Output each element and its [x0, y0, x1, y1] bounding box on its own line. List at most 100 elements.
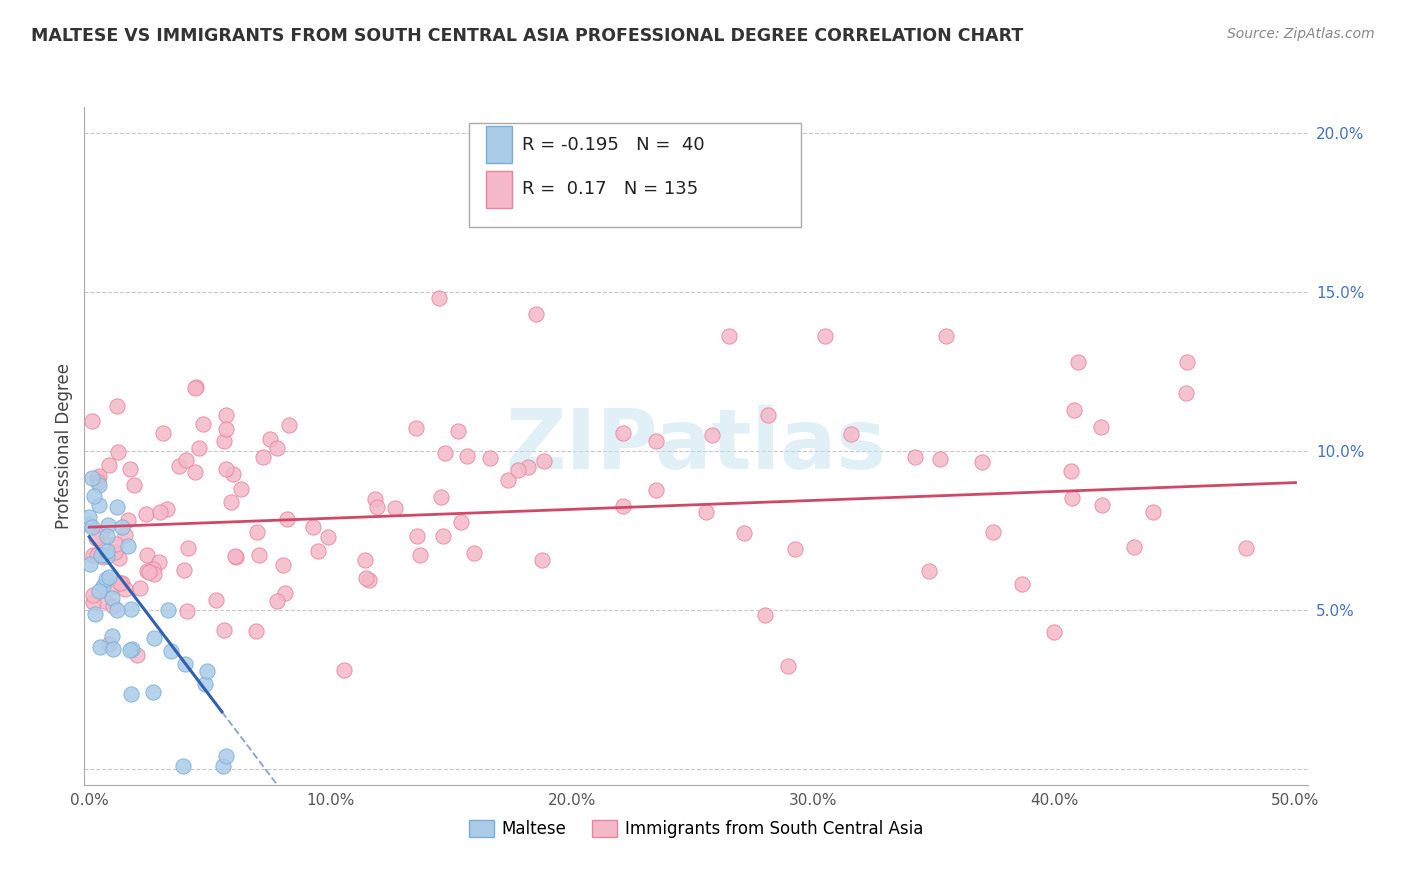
Point	[86, 548, 108, 562]
Point	[302, 520, 325, 534]
Point	[839, 426, 862, 441]
Text: MALTESE VS IMMIGRANTS FROM SOUTH CENTRAL ASIA PROFESSIONAL DEGREE CORRELATION CH: MALTESE VS IMMIGRANTS FROM SOUTH CENTRAL…	[31, 27, 1024, 45]
Point	[183, 465, 205, 479]
Point	[972, 455, 994, 469]
Point	[612, 425, 634, 440]
Point	[222, 467, 245, 482]
Point	[186, 380, 208, 394]
Point	[96, 549, 118, 564]
Point	[1090, 420, 1112, 434]
Point	[96, 543, 118, 558]
Point	[432, 529, 454, 543]
Point	[79, 509, 101, 524]
Point	[430, 491, 453, 505]
Point	[1011, 577, 1033, 591]
Point	[77, 516, 100, 531]
Point	[307, 544, 329, 558]
Point	[152, 426, 174, 441]
Point	[621, 167, 644, 181]
Point	[935, 329, 957, 343]
Point	[249, 548, 271, 562]
Point	[316, 530, 339, 544]
Text: R =  0.17   N = 135: R = 0.17 N = 135	[522, 180, 699, 198]
Point	[122, 478, 145, 492]
Point	[1091, 498, 1114, 512]
Point	[177, 541, 200, 556]
Point	[101, 628, 124, 642]
Point	[107, 500, 129, 515]
Point	[176, 603, 198, 617]
Point	[1234, 541, 1257, 556]
Point	[111, 520, 134, 534]
Point	[89, 498, 111, 512]
Point	[612, 499, 634, 513]
Point	[246, 525, 269, 540]
Point	[252, 450, 274, 465]
Text: ZIPatlas: ZIPatlas	[506, 406, 886, 486]
Point	[463, 545, 485, 559]
Point	[214, 462, 236, 476]
Point	[359, 573, 381, 587]
Point	[194, 676, 217, 690]
Point	[97, 518, 120, 533]
Point	[142, 566, 165, 581]
Point	[98, 637, 121, 651]
Point	[517, 460, 540, 475]
Point	[79, 558, 101, 572]
Point	[90, 548, 112, 562]
Point	[156, 603, 179, 617]
Point	[259, 432, 281, 446]
Y-axis label: Professional Degree: Professional Degree	[55, 363, 73, 529]
Point	[82, 548, 104, 562]
Point	[184, 381, 207, 395]
Point	[173, 563, 195, 577]
Point	[107, 551, 129, 566]
Point	[785, 542, 807, 557]
Point	[245, 624, 267, 638]
Point	[83, 607, 105, 622]
Point	[366, 500, 388, 515]
Point	[918, 564, 941, 578]
Point	[332, 663, 354, 677]
Point	[447, 425, 470, 439]
Point	[135, 549, 157, 563]
Point	[1142, 505, 1164, 519]
Point	[89, 583, 111, 598]
Point	[138, 565, 160, 579]
Point	[94, 572, 117, 586]
Point	[142, 631, 165, 645]
Point	[533, 454, 555, 468]
Point	[354, 571, 377, 585]
Point	[353, 553, 375, 567]
Point	[434, 446, 457, 460]
Point	[120, 687, 142, 701]
Point	[172, 759, 194, 773]
Point	[148, 505, 170, 519]
Point	[103, 578, 125, 592]
Point	[405, 529, 427, 543]
Point	[127, 648, 149, 662]
Point	[981, 525, 1004, 540]
Point	[1060, 491, 1083, 506]
Point	[105, 399, 128, 413]
Point	[427, 291, 450, 305]
Point	[156, 502, 179, 516]
Point	[1123, 541, 1146, 555]
Point	[105, 602, 128, 616]
Point	[450, 515, 472, 529]
Point	[214, 749, 236, 764]
Point	[80, 520, 103, 534]
Point	[1060, 464, 1083, 478]
Point	[110, 576, 132, 591]
Point	[86, 471, 108, 485]
Point	[135, 508, 157, 522]
Point	[814, 329, 837, 343]
Point	[211, 759, 233, 773]
Point	[271, 558, 294, 572]
Point	[114, 528, 136, 542]
Point	[274, 585, 297, 599]
Point	[87, 478, 110, 492]
Point	[80, 414, 103, 428]
Point	[266, 594, 288, 608]
Point	[1043, 625, 1066, 640]
